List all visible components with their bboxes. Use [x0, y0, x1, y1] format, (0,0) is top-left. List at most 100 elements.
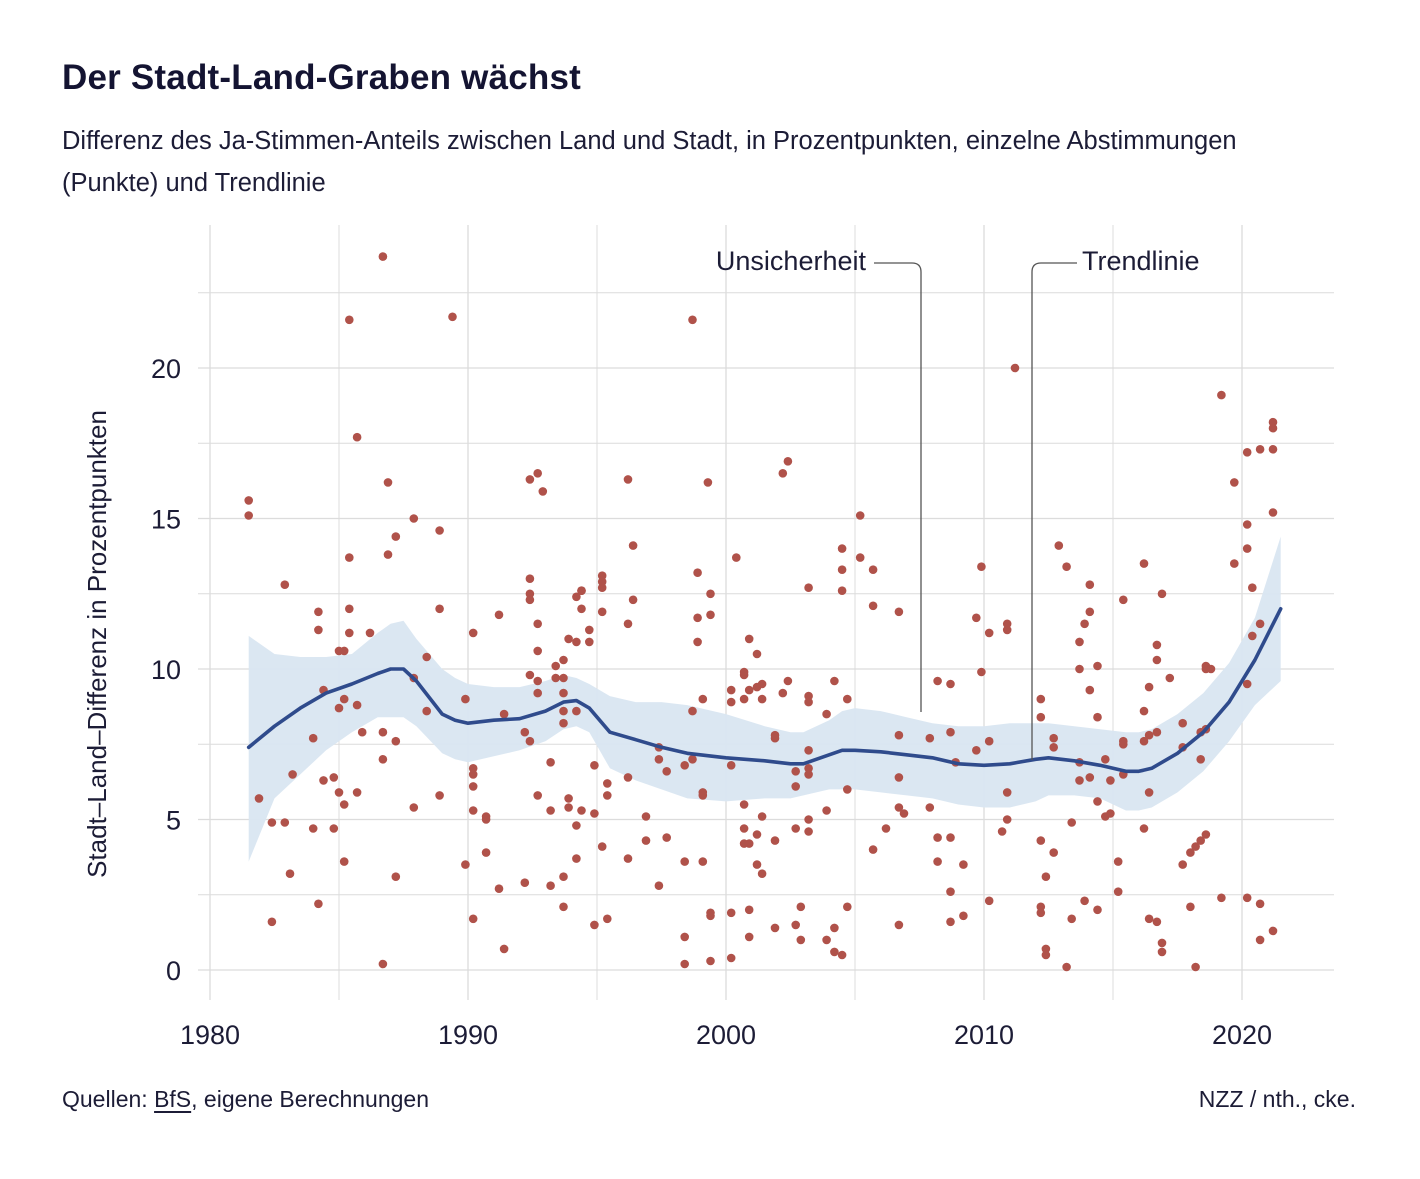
data-point — [628, 595, 638, 605]
data-point — [1242, 893, 1252, 903]
data-point — [1152, 727, 1162, 737]
x-tick-label: 1980 — [180, 1020, 240, 1050]
data-point — [1268, 926, 1278, 936]
data-point — [559, 673, 568, 683]
data-point — [1196, 755, 1205, 764]
data-point — [732, 553, 741, 562]
data-point — [791, 824, 800, 833]
data-point — [461, 860, 470, 869]
data-point — [1067, 818, 1076, 827]
data-point — [564, 634, 573, 644]
data-point — [334, 703, 344, 713]
data-point — [597, 571, 607, 580]
data-point — [577, 806, 586, 815]
data-point — [585, 637, 594, 647]
data-point — [391, 532, 401, 541]
data-point — [1248, 583, 1257, 592]
data-point — [1062, 962, 1071, 972]
data-point — [726, 761, 736, 770]
data-point — [1036, 694, 1046, 704]
data-point — [744, 905, 754, 915]
data-point — [925, 733, 935, 743]
data-point — [946, 917, 955, 927]
source-link[interactable]: BfS — [154, 1086, 192, 1112]
data-point — [757, 869, 767, 878]
data-point — [1119, 595, 1128, 605]
data-point — [1230, 478, 1239, 487]
data-point — [997, 827, 1007, 836]
x-tick-label: 2000 — [696, 1020, 756, 1050]
data-point — [1049, 848, 1058, 857]
data-point — [796, 902, 806, 912]
data-point — [1101, 755, 1110, 764]
data-point — [925, 803, 935, 812]
data-point — [680, 959, 689, 969]
data-point — [752, 860, 762, 869]
data-point — [1036, 836, 1046, 845]
data-point — [280, 818, 290, 827]
data-point — [972, 746, 981, 755]
data-point — [378, 755, 388, 764]
data-point — [378, 959, 388, 969]
data-point — [1268, 445, 1278, 454]
data-point — [280, 580, 290, 589]
annotation-unsicherheit: Unsicherheit — [716, 246, 867, 276]
data-point — [1041, 950, 1051, 960]
data-point — [698, 857, 708, 866]
data-point — [843, 902, 852, 912]
data-point — [791, 782, 800, 791]
data-point — [739, 800, 749, 809]
data-point — [494, 884, 504, 893]
data-point — [1075, 776, 1084, 785]
data-point — [770, 836, 780, 845]
data-point — [623, 619, 633, 629]
data-point — [757, 679, 767, 689]
data-point — [830, 923, 839, 933]
data-point — [739, 694, 749, 704]
data-point — [1119, 740, 1128, 749]
data-point — [680, 857, 689, 866]
data-point — [623, 773, 633, 782]
data-point — [837, 544, 847, 553]
data-point — [1206, 664, 1216, 674]
data-point — [623, 475, 633, 484]
data-point — [804, 746, 813, 755]
source-suffix: , eigene Berechnungen — [191, 1086, 430, 1112]
data-point — [1157, 938, 1167, 948]
data-point — [448, 312, 457, 322]
data-point — [804, 827, 813, 836]
data-point — [822, 806, 831, 815]
data-point — [1230, 559, 1239, 568]
data-point — [899, 809, 909, 818]
data-point — [468, 914, 478, 924]
data-point — [744, 839, 754, 848]
data-point — [533, 469, 542, 478]
data-point — [1106, 809, 1115, 818]
data-point — [559, 655, 568, 665]
data-point — [1157, 947, 1167, 957]
data-point — [1080, 619, 1089, 629]
data-point — [1201, 830, 1211, 839]
data-point — [1036, 712, 1046, 722]
data-point — [597, 607, 607, 617]
data-point — [345, 628, 354, 638]
source-note: Quellen: BfS, eigene Berechnungen — [62, 1086, 429, 1113]
data-point — [1075, 637, 1084, 647]
data-point — [1255, 445, 1265, 454]
data-point — [894, 773, 904, 782]
data-point — [520, 727, 530, 737]
data-point — [770, 730, 780, 740]
data-point — [1041, 944, 1051, 954]
data-point — [726, 953, 736, 963]
data-point — [662, 767, 671, 776]
scatter-points — [244, 252, 1278, 972]
data-point — [1196, 836, 1205, 845]
data-point — [481, 848, 491, 857]
data-point — [525, 574, 535, 583]
data-point — [1049, 743, 1058, 752]
data-point — [868, 601, 878, 611]
data-point — [843, 785, 852, 794]
data-point — [1002, 815, 1012, 824]
data-point — [468, 782, 478, 791]
data-point — [933, 833, 942, 842]
